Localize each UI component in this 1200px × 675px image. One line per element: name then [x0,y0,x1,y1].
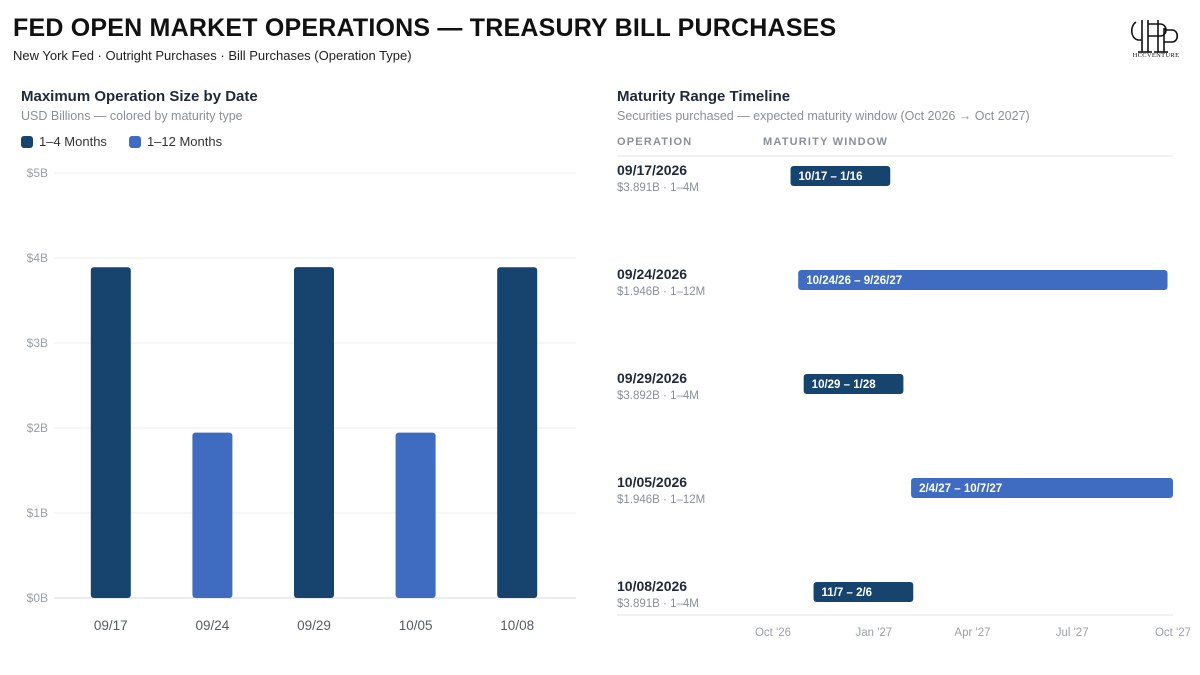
y-tick-label: $3B [27,336,48,350]
bar-chart-subtitle: USD Billions — colored by maturity type [21,109,243,123]
legend-label-short: 1–4 Months [39,134,107,149]
column-header-operation: OPERATION [617,136,693,148]
operation-date: 09/29/2026 [617,370,687,386]
bar-chart-bars [90,267,538,598]
timeline-tick-label: Oct '27 [1155,627,1190,639]
timeline-row: 09/17/2026 $3.891B · 1–4M 10/17 – 1/16 [617,162,891,194]
legend-label-long: 1–12 Months [146,134,223,149]
y-tick-label: $0B [27,591,48,605]
timeline-rows: 09/17/2026 $3.891B · 1–4M 10/17 – 1/16 09/2… [617,162,1173,610]
maturity-bar-label: 11/7 – 2/6 [822,587,873,599]
timeline-tick-label: Oct '26 [755,627,791,639]
timeline-tick-label: Jul '27 [1056,627,1089,639]
bar-09-17[interactable] [90,267,131,598]
x-tick-label: 09/17 [94,618,128,633]
bar-09-29[interactable] [294,267,334,598]
operation-detail: $1.946B · 1–12M [617,494,705,506]
bar-09-24[interactable] [192,432,233,598]
legend-swatch-long [128,135,141,148]
maturity-bar-label: 10/29 – 1/28 [812,379,877,391]
maturity-bar[interactable] [911,478,1173,498]
maturity-bar-label: 10/17 – 1/16 [799,171,863,183]
bar-chart: $0B $1B $2B $3B $4B $5B 09/17 09/24 09/29 10/05 1… [27,166,576,633]
bar-chart-title: Maximum Operation Size by Date [21,88,258,105]
timeline-tick-label: Jan '27 [855,627,892,639]
y-tick-label: $2B [27,421,48,435]
operation-detail: $3.891B · 1–4M [617,598,699,610]
maturity-bar[interactable] [798,270,1168,290]
maturity-bar[interactable] [813,582,914,602]
legend-swatch-short [21,135,33,148]
brand-logo [1130,20,1179,53]
legend-item-long: 1–12 Months [128,134,223,149]
x-tick-label: 09/24 [196,618,230,633]
timeline-row: 10/05/2026 $1.946B · 1–12M 2/4/27 – 10/7/2… [617,474,1173,506]
maturity-bar-label: 2/4/27 – 10/7/27 [919,483,1002,495]
x-tick-label: 09/29 [297,618,331,633]
operation-date: 09/24/2026 [617,266,687,282]
timeline-ticks: Oct '26 Jan '27 Apr '27 Jul '27 Oct '27 [755,627,1190,639]
x-tick-label: 10/05 [399,618,433,633]
maturity-timeline: 09/17/2026 $3.891B · 1–4M 10/17 – 1/16 09/2… [617,155,1190,639]
x-tick-label: 10/08 [500,618,534,633]
timeline-tick-label: Apr '27 [954,627,990,639]
maturity-bar[interactable] [803,374,904,394]
brand-logo-text: HCCVENTURE [1132,52,1180,59]
maturity-bar-label: 10/24/26 – 9/26/27 [806,275,902,287]
operation-detail: $3.892B · 1–4M [617,390,699,402]
operation-date: 10/05/2026 [617,474,687,490]
operation-date: 09/17/2026 [617,162,687,178]
maturity-bar[interactable] [790,166,891,186]
timeline-row: 10/08/2026 $3.891B · 1–4M 11/7 – 2/6 [617,578,914,610]
bar-10-05[interactable] [395,432,436,598]
y-tick-label: $5B [27,166,48,180]
column-header-maturity-window: MATURITY WINDOW [763,136,889,148]
operation-date: 10/08/2026 [617,578,687,594]
y-tick-label: $1B [27,506,48,520]
timeline-title: Maturity Range Timeline [617,88,791,105]
legend-item-short: 1–4 Months [21,134,107,149]
page-title: FED OPEN MARKET OPERATIONS — TREASURY BI… [13,14,837,42]
operation-detail: $1.946B · 1–12M [617,286,705,298]
timeline-row: 09/24/2026 $1.946B · 1–12M 10/24/26 – 9/26… [617,266,1168,298]
timeline-row: 09/29/2026 $3.892B · 1–4M 10/29 – 1/28 [617,370,904,402]
bar-10-08[interactable] [497,267,538,598]
page-subtitle: New York Fed · Outright Purchases · Bill… [13,48,412,63]
y-tick-label: $4B [27,251,48,265]
timeline-subtitle: Securities purchased — expected maturity… [617,109,1030,123]
bar-chart-legend: 1–4 Months 1–12 Months [21,134,222,149]
operation-detail: $3.891B · 1–4M [617,182,699,194]
bar-chart-x-labels: 09/17 09/24 09/29 10/05 10/08 [94,618,534,633]
